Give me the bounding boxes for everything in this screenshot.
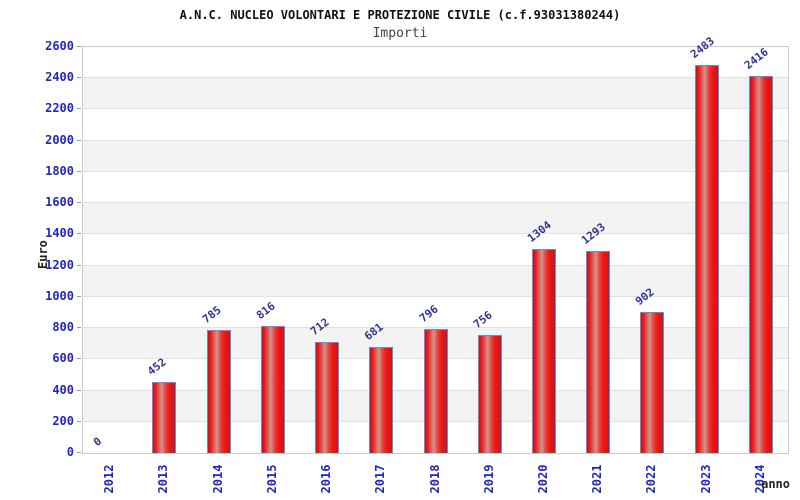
bar-2020 — [531, 249, 556, 453]
x-tick-label-2020: 2020 — [535, 464, 550, 494]
bar-2021 — [586, 251, 611, 453]
plot-band — [83, 203, 788, 235]
bar-2024 — [748, 75, 773, 453]
bar-2016 — [315, 341, 340, 453]
y-axis-title: Euro — [36, 240, 50, 269]
y-tick-label: 200 — [52, 413, 74, 428]
x-tick-label-2014: 2014 — [210, 464, 225, 494]
plot-area: 0 452 785 816 712 681 796 756 1304 1293 902 2483 241… — [82, 35, 789, 454]
plot-band — [83, 234, 788, 266]
gridline — [83, 108, 788, 110]
plot-band — [83, 171, 788, 204]
bar-2014 — [206, 330, 231, 453]
x-tick-label-2023: 2023 — [698, 464, 713, 494]
x-tick-label-2022: 2022 — [644, 464, 659, 494]
y-tick-label: 1800 — [45, 163, 74, 178]
chart-subtitle: Importi — [372, 26, 428, 41]
y-tick-label: 2000 — [45, 132, 74, 147]
y-tick-mark — [77, 202, 81, 204]
plot-band — [83, 78, 788, 110]
y-tick-mark — [77, 233, 81, 235]
plot-band — [83, 47, 788, 79]
y-tick-label: 2600 — [45, 39, 74, 53]
x-axis-title: anno — [761, 477, 790, 491]
bar-2019 — [477, 334, 502, 453]
y-tick-label: 600 — [52, 351, 74, 366]
y-tick-label: 2400 — [45, 70, 74, 85]
y-tick-label: 0 — [66, 445, 74, 459]
y-tick-mark — [77, 108, 81, 110]
y-tick-label: 1000 — [45, 288, 74, 303]
y-tick-mark — [77, 46, 81, 47]
x-tick-label-2016: 2016 — [319, 464, 334, 494]
y-tick-mark — [77, 170, 81, 172]
gridline — [83, 77, 788, 79]
gridline — [83, 327, 788, 329]
plot-band — [83, 140, 788, 172]
y-tick-mark — [77, 77, 81, 79]
y-tick-label: 800 — [52, 320, 74, 335]
y-tick-mark — [77, 389, 81, 391]
x-tick-label-2018: 2018 — [427, 464, 442, 494]
gridline — [83, 202, 788, 204]
bar-2018 — [423, 328, 448, 453]
y-tick-label: 1200 — [45, 257, 74, 272]
y-tick-label: 1600 — [45, 195, 74, 210]
x-tick-label-2013: 2013 — [156, 464, 171, 494]
y-tick-mark — [77, 452, 81, 453]
y-tick-mark — [77, 420, 81, 422]
x-tick-label-2015: 2015 — [264, 464, 279, 494]
gridline — [83, 233, 788, 235]
chart-title: A.N.C. NUCLEO VOLONTARI E PROTEZIONE CIV… — [179, 8, 621, 22]
plot-band — [83, 296, 788, 329]
gridline — [83, 295, 788, 297]
bar-2017 — [369, 346, 394, 453]
y-tick-mark — [77, 327, 81, 329]
y-tick-mark — [77, 139, 81, 141]
y-tick-mark — [77, 264, 81, 266]
y-tick-label: 2200 — [45, 101, 74, 116]
gridline — [83, 264, 788, 266]
y-tick-mark — [77, 358, 81, 360]
x-tick-label-2012: 2012 — [102, 464, 117, 494]
bar-2022 — [640, 312, 665, 453]
y-tick-label: 1400 — [45, 226, 74, 241]
gridline — [83, 170, 788, 172]
bar-2013 — [152, 382, 177, 453]
x-tick-label-2019: 2019 — [481, 464, 496, 494]
y-tick-label: 400 — [52, 382, 74, 397]
plot-band — [83, 265, 788, 297]
y-tick-mark — [77, 295, 81, 297]
gridline — [83, 139, 788, 141]
plot-band — [83, 109, 788, 141]
x-tick-label-2017: 2017 — [373, 464, 388, 494]
x-tick-label-2021: 2021 — [590, 464, 605, 494]
bar-2023 — [694, 65, 719, 453]
bar-2015 — [260, 325, 285, 453]
